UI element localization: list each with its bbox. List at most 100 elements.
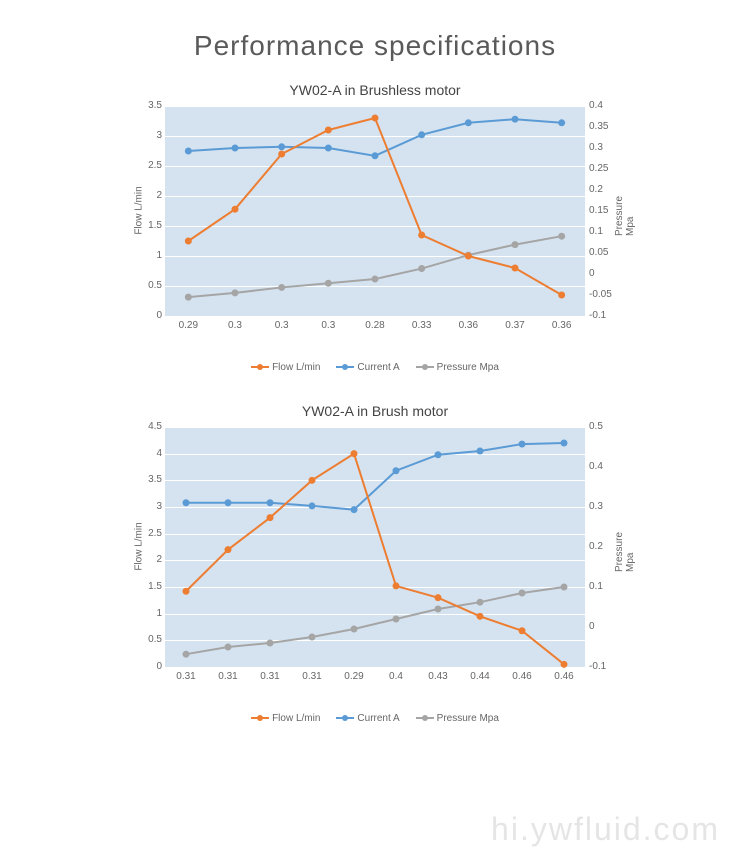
current-marker: [183, 499, 190, 506]
pressure-marker: [183, 651, 190, 658]
pressure-marker: [225, 644, 232, 651]
y-right-tick: 0.35: [589, 121, 619, 132]
x-tick: 0.46: [502, 671, 542, 682]
pressure-marker: [278, 284, 285, 291]
y-right-tick: 0.4: [589, 461, 619, 472]
legend-2: Flow L/minCurrent APressure Mpa: [115, 713, 635, 724]
legend-label: Current A: [357, 362, 399, 373]
flow-marker: [435, 594, 442, 601]
x-tick: 0.31: [250, 671, 290, 682]
current-marker: [558, 119, 565, 126]
x-tick: 0.29: [334, 671, 374, 682]
chart-svg: [165, 427, 585, 667]
current-marker: [418, 131, 425, 138]
y-left-tick: 3: [137, 501, 162, 512]
current-marker: [512, 116, 519, 123]
flow-marker: [372, 115, 379, 122]
legend-item: Flow L/min: [251, 713, 320, 724]
x-tick: 0.31: [166, 671, 206, 682]
y-left-label: Flow L/min: [134, 186, 145, 234]
pressure-line: [188, 236, 561, 297]
x-tick: 0.3: [308, 320, 348, 331]
page: Performance specifications YW02-A in Bru…: [0, 0, 750, 856]
flow-marker: [519, 627, 526, 634]
pressure-marker: [372, 276, 379, 283]
x-tick: 0.31: [208, 671, 248, 682]
legend-label: Current A: [357, 713, 399, 724]
legend-item: Current A: [336, 362, 399, 373]
x-tick: 0.36: [448, 320, 488, 331]
flow-line: [188, 118, 561, 295]
y-right-label: Pressure Mpa: [614, 196, 636, 236]
x-tick: 0.29: [168, 320, 208, 331]
current-marker: [232, 145, 239, 152]
pressure-marker: [232, 289, 239, 296]
pressure-line: [186, 587, 564, 654]
chart-body-1: 00.511.522.533.5-0.1-0.0500.050.10.150.2…: [115, 106, 635, 356]
flow-marker: [185, 238, 192, 245]
y-right-tick: -0.1: [589, 310, 619, 321]
legend-marker: [416, 717, 434, 719]
y-left-tick: 3: [137, 130, 162, 141]
flow-marker: [465, 253, 472, 260]
x-tick: 0.37: [495, 320, 535, 331]
y-right-tick: 0.25: [589, 163, 619, 174]
x-tick: 0.46: [544, 671, 584, 682]
current-marker: [351, 506, 358, 513]
gridline: [165, 316, 585, 317]
y-left-tick: 1: [137, 250, 162, 261]
legend-label: Pressure Mpa: [437, 362, 499, 373]
flow-marker: [351, 450, 358, 457]
flow-marker: [278, 151, 285, 158]
legend-marker: [336, 366, 354, 368]
pressure-marker: [267, 640, 274, 647]
chart-brushless: YW02-A in Brushless motor 00.511.522.533…: [115, 82, 635, 373]
current-marker: [435, 451, 442, 458]
current-marker: [393, 467, 400, 474]
legend-label: Flow L/min: [272, 362, 320, 373]
y-right-tick: 0.1: [589, 581, 619, 592]
y-right-tick: -0.05: [589, 289, 619, 300]
pressure-marker: [393, 616, 400, 623]
y-left-tick: 4: [137, 448, 162, 459]
flow-line: [186, 454, 564, 665]
flow-marker: [183, 588, 190, 595]
current-marker: [465, 119, 472, 126]
flow-marker: [477, 613, 484, 620]
pressure-marker: [435, 606, 442, 613]
y-right-tick: -0.1: [589, 661, 619, 672]
current-marker: [225, 499, 232, 506]
y-right-tick: 0.05: [589, 247, 619, 258]
chart-title-2: YW02-A in Brush motor: [115, 403, 635, 419]
flow-marker: [325, 127, 332, 134]
flow-marker: [309, 477, 316, 484]
pressure-marker: [418, 265, 425, 272]
watermark: hi.ywfluid.com: [491, 811, 720, 848]
x-tick: 0.4: [376, 671, 416, 682]
y-left-tick: 0: [137, 661, 162, 672]
flow-marker: [512, 265, 519, 272]
flow-marker: [267, 514, 274, 521]
chart-svg: [165, 106, 585, 316]
chart-body-2: 00.511.522.533.544.5-0.100.10.20.30.40.5…: [115, 427, 635, 707]
pressure-marker: [309, 634, 316, 641]
current-line: [186, 443, 564, 510]
x-tick: 0.44: [460, 671, 500, 682]
x-tick: 0.43: [418, 671, 458, 682]
flow-marker: [558, 292, 565, 299]
current-marker: [325, 145, 332, 152]
y-left-tick: 3.5: [137, 100, 162, 111]
pressure-marker: [558, 233, 565, 240]
flow-marker: [418, 232, 425, 239]
y-left-tick: 1: [137, 608, 162, 619]
chart-title-1: YW02-A in Brushless motor: [115, 82, 635, 98]
current-marker: [519, 441, 526, 448]
y-left-tick: 3.5: [137, 474, 162, 485]
pressure-marker: [561, 584, 568, 591]
pressure-marker: [351, 626, 358, 633]
legend-marker: [416, 366, 434, 368]
y-right-tick: 0.3: [589, 142, 619, 153]
current-marker: [372, 152, 379, 159]
x-tick: 0.33: [402, 320, 442, 331]
x-tick: 0.31: [292, 671, 332, 682]
